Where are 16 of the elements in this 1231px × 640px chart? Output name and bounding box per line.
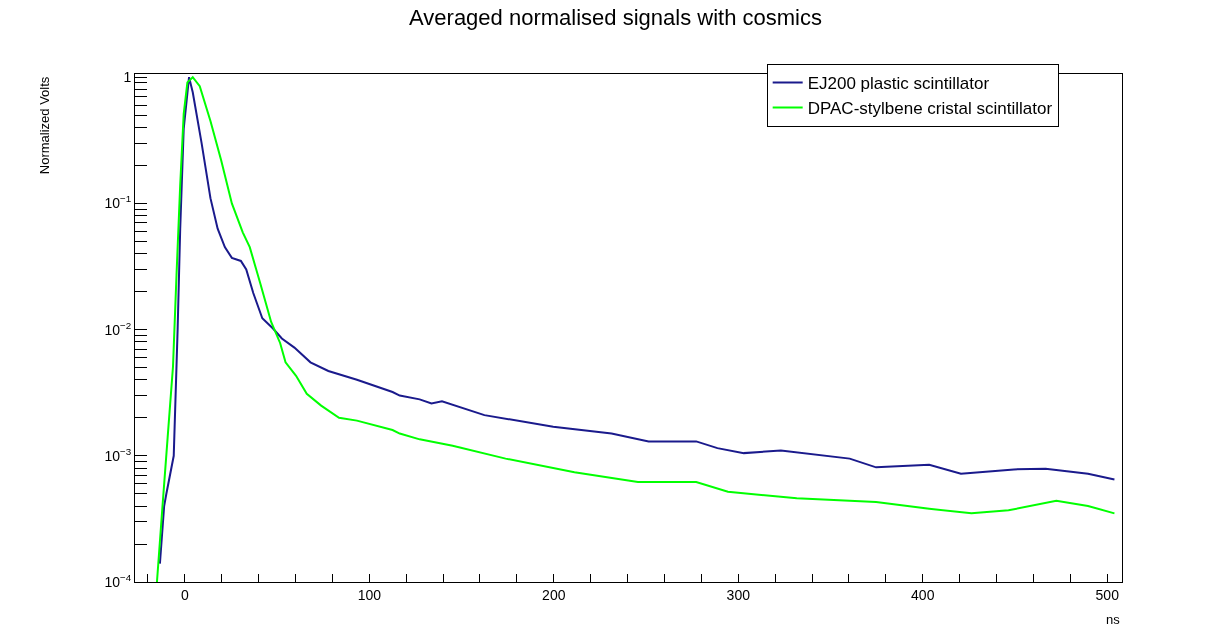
x-tick-label: 200 [542, 586, 566, 603]
chart-title: Averaged normalised signals with cosmics [409, 5, 822, 30]
y-tick-label: 10$^{−3}$ [104, 445, 132, 464]
x-tick-label: 500 [1095, 586, 1120, 603]
x-tick-label: 0 [180, 586, 189, 603]
y-tick-label: 10$^{−4}$ [104, 572, 132, 590]
y-tick-label: 1 [123, 69, 132, 86]
x-tick-label: 100 [357, 586, 382, 603]
y-tick-label: 10$^{−2}$ [104, 319, 132, 338]
legend-label: DPAC-stylbene cristal scintillator [807, 99, 1053, 119]
legend-label: EJ200 plastic scintillator [807, 74, 990, 94]
y-axis-title: Normalized Volts [37, 76, 53, 175]
x-axis-title: ns [1106, 612, 1121, 627]
x-tick-label: 400 [911, 586, 935, 603]
x-tick-label: 300 [726, 586, 751, 603]
y-tick-label: 10$^{−1}$ [104, 193, 132, 212]
